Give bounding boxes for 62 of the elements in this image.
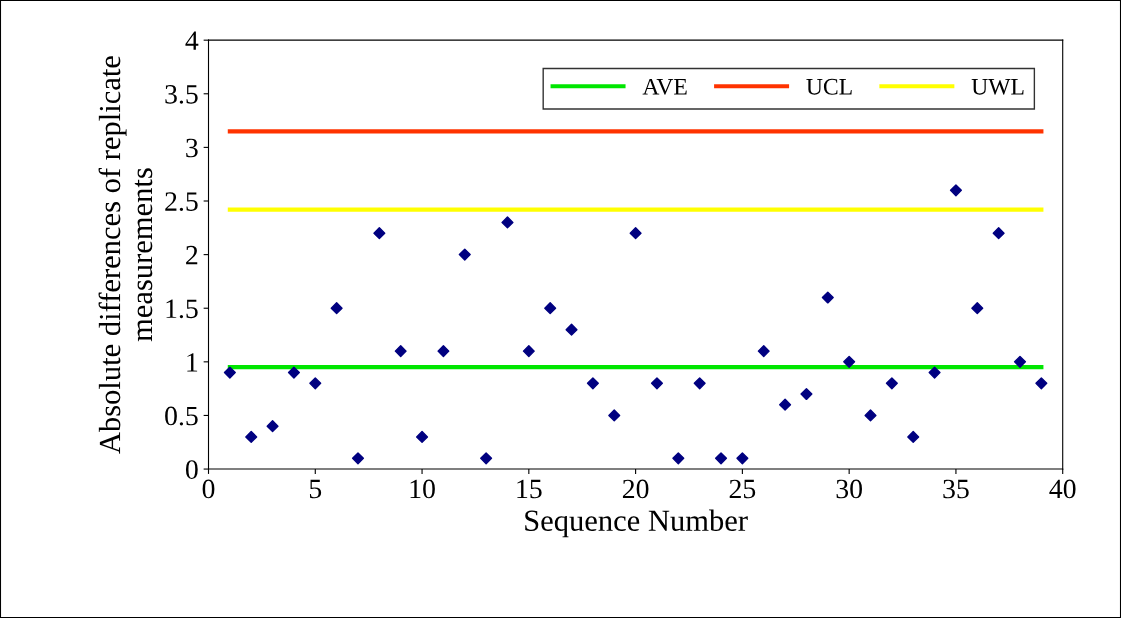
point [907, 430, 920, 443]
point [949, 184, 963, 197]
point [223, 366, 236, 379]
point [757, 345, 770, 358]
point [608, 409, 621, 422]
point [501, 216, 514, 229]
point [480, 452, 493, 465]
x-tick-label: 10 [410, 479, 435, 499]
point [309, 377, 322, 390]
point [629, 227, 642, 240]
point [843, 355, 856, 368]
legend-label: UCL [806, 78, 852, 95]
point [693, 377, 706, 390]
point [779, 398, 792, 411]
point [415, 430, 429, 443]
point [971, 302, 984, 315]
legend-label: UWL [971, 79, 1024, 95]
point [287, 366, 301, 379]
x-tick-label: 5 [309, 479, 322, 499]
y-tick-label: 0.5 [165, 406, 198, 426]
point [458, 248, 471, 261]
point [821, 291, 834, 304]
x-axis-title: Sequence Number [525, 509, 748, 538]
point [928, 366, 941, 379]
point [800, 387, 813, 401]
x-tick-label: 15 [517, 479, 542, 499]
legend-label: AVE [642, 78, 687, 95]
x-tick-label: 20 [622, 479, 649, 499]
x-tick-label: 25 [729, 479, 756, 499]
y-tick-label: 2.5 [165, 192, 198, 212]
y-tick-label: 3.5 [165, 85, 198, 104]
x-tick-label: 0 [202, 479, 215, 499]
x-tick-label: 40 [1049, 479, 1076, 499]
point [544, 302, 557, 315]
point [330, 302, 343, 315]
y-tick-label: 2 [186, 245, 198, 265]
x-tick-label: 35 [943, 479, 969, 499]
x-tick-label: 30 [836, 479, 862, 499]
y-tick-label: 3 [186, 138, 198, 158]
point [1035, 377, 1048, 390]
point [373, 227, 386, 240]
point [522, 345, 535, 358]
point [437, 345, 450, 358]
y-tick-label: 0 [185, 460, 198, 479]
point [565, 323, 578, 336]
point [394, 345, 407, 358]
point [885, 377, 898, 390]
point [864, 409, 877, 422]
point [1013, 355, 1027, 368]
y-tick-label: 4 [185, 31, 199, 50]
point [245, 430, 258, 443]
point [266, 420, 279, 433]
point [351, 452, 365, 465]
y-tick-label: 1 [187, 353, 198, 372]
point [672, 452, 685, 465]
point [714, 452, 728, 465]
y-axis-title: Absolute differences of replicate measurements [98, 56, 153, 454]
y-tick-label: 1.5 [166, 299, 198, 319]
point [586, 377, 599, 390]
point [736, 452, 749, 465]
point [650, 377, 664, 390]
point [992, 227, 1005, 240]
